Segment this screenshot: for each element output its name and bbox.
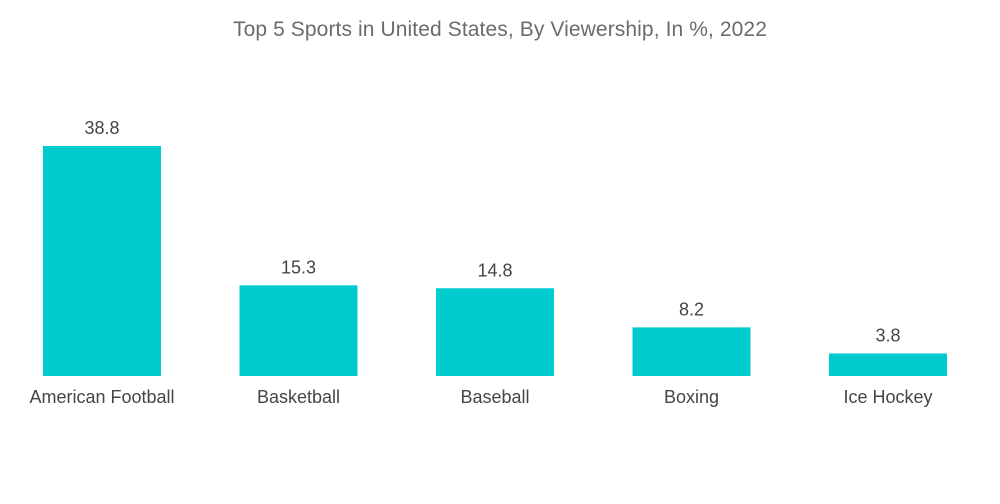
category-label-boxing: Boxing [664,387,719,407]
value-label-ice-hockey: 3.8 [875,325,900,345]
bar-baseball [436,288,554,376]
bar-boxing [632,327,751,376]
value-label-baseball: 14.8 [477,260,512,280]
category-label-basketball: Basketball [257,387,340,407]
value-label-american-football: 38.8 [84,118,119,138]
category-label-ice-hockey: Ice Hockey [843,387,932,407]
value-label-basketball: 15.3 [281,257,316,277]
category-label-american-football: American Football [29,387,174,407]
chart-title: Top 5 Sports in United States, By Viewer… [232,18,767,41]
bar-ice-hockey [829,353,947,376]
value-label-boxing: 8.2 [679,299,704,319]
bar-american-football [43,146,161,376]
category-label-baseball: Baseball [460,387,529,407]
bar-basketball [239,285,358,376]
